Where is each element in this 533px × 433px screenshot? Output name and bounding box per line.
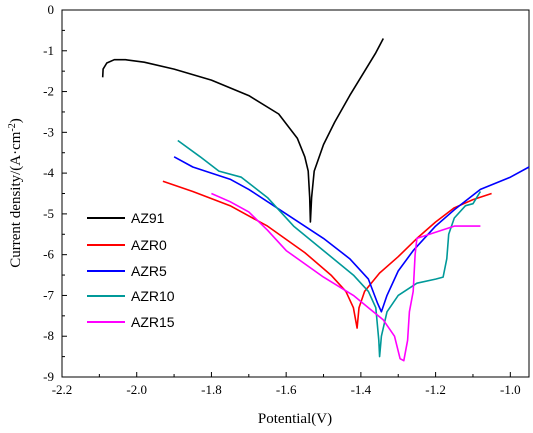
y-tick-label: 0 — [48, 2, 55, 17]
x-tick-label: -1.4 — [351, 382, 372, 397]
legend-label-azr15: AZR15 — [131, 314, 175, 330]
x-tick-label: -1.8 — [201, 382, 222, 397]
series-layer — [101, 38, 530, 362]
y-tick-label: -5 — [43, 206, 54, 221]
x-axis-label: Potential(V) — [258, 411, 332, 427]
y-tick-label: -6 — [43, 247, 54, 262]
x-tick-label: -2.0 — [126, 382, 147, 397]
series-line-az91 — [101, 38, 385, 223]
series-line-azr10 — [177, 139, 482, 358]
y-tick-label: -8 — [43, 328, 54, 343]
x-tick-label: -1.6 — [276, 382, 297, 397]
x-tick-label: -2.2 — [52, 382, 73, 397]
legend: AZ91 AZR0 AZR5 AZR10 AZR15 — [87, 210, 175, 330]
legend-label-az91: AZ91 — [131, 210, 165, 226]
legend-label-azr0: AZR0 — [131, 237, 167, 253]
x-tick-label: -1.2 — [425, 382, 446, 397]
legend-label-azr5: AZR5 — [131, 263, 167, 279]
y-axis-label: Current density/(A·cm-2) — [7, 118, 25, 268]
y-tick-label: -9 — [43, 369, 54, 384]
y-tick-label: -7 — [43, 287, 54, 302]
y-tick-label: -1 — [43, 43, 54, 58]
series-line-azr15 — [211, 192, 481, 362]
legend-label-azr10: AZR10 — [131, 288, 175, 304]
axis-ticks: -2.2 -2.0 -1.8 -1.6 -1.4 -1.2 -1.0 0 -1 -2 -3 -4 -5 -… — [43, 2, 520, 397]
y-tick-label: -2 — [43, 84, 54, 99]
y-tick-label: -3 — [43, 124, 54, 139]
series-line-azr0 — [162, 180, 492, 329]
series-line-azr5 — [173, 156, 530, 313]
plot-area — [61, 9, 530, 378]
x-tick-label: -1.0 — [500, 382, 521, 397]
y-tick-label: -4 — [43, 165, 54, 180]
